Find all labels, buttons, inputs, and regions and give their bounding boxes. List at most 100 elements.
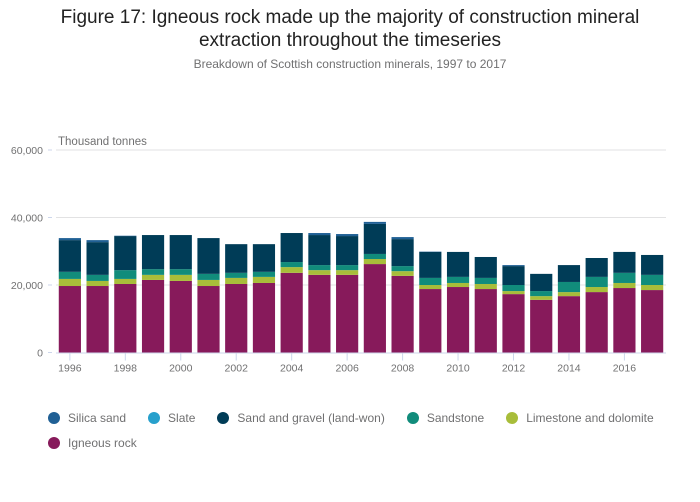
bar-limestone-and-dolomite-2005[interactable] [308, 270, 331, 275]
bar-igneous-rock-2004[interactable] [280, 272, 303, 353]
bar-limestone-and-dolomite-2013[interactable] [530, 296, 553, 300]
bar-limestone-and-dolomite-2004[interactable] [280, 267, 303, 273]
bar-igneous-rock-2001[interactable] [197, 286, 220, 353]
bar-limestone-and-dolomite-2014[interactable] [557, 292, 581, 297]
legend-item-limestone-and-dolomite[interactable]: Limestone and dolomite [506, 411, 654, 425]
bar-sand-and-gravel-land-won-2001[interactable] [197, 238, 220, 274]
bar-sandstone-1996[interactable] [58, 271, 81, 279]
bar-sandstone-2014[interactable] [557, 281, 581, 293]
bar-igneous-rock-2006[interactable] [336, 274, 359, 353]
bar-limestone-and-dolomite-2002[interactable] [225, 277, 248, 284]
bar-limestone-and-dolomite-2003[interactable] [252, 276, 276, 283]
bar-sandstone-2011[interactable] [474, 277, 497, 284]
bar-limestone-and-dolomite-1999[interactable] [141, 274, 165, 280]
bar-igneous-rock-2017[interactable] [641, 290, 664, 353]
bar-sandstone-2002[interactable] [225, 272, 248, 278]
bar-sand-and-gravel-land-won-2005[interactable] [308, 235, 331, 266]
legend-item-sandstone[interactable]: Sandstone [406, 411, 484, 425]
bar-igneous-rock-2000[interactable] [169, 280, 192, 353]
bar-silica-sand-1997[interactable] [86, 240, 109, 243]
bar-sandstone-2006[interactable] [336, 265, 359, 271]
bar-igneous-rock-2014[interactable] [557, 296, 581, 353]
bar-sand-and-gravel-land-won-2007[interactable] [363, 223, 386, 254]
bar-igneous-rock-1999[interactable] [141, 279, 165, 353]
bar-limestone-and-dolomite-2008[interactable] [391, 271, 414, 276]
bar-igneous-rock-2010[interactable] [446, 287, 470, 353]
bar-limestone-and-dolomite-2010[interactable] [446, 282, 470, 288]
bar-sandstone-2009[interactable] [419, 277, 442, 285]
bar-igneous-rock-2003[interactable] [252, 282, 276, 353]
bar-igneous-rock-2008[interactable] [391, 275, 414, 353]
bar-igneous-rock-1998[interactable] [114, 283, 137, 353]
bar-igneous-rock-1997[interactable] [86, 286, 109, 353]
bar-sand-and-gravel-land-won-2012[interactable] [502, 266, 525, 285]
bar-igneous-rock-2015[interactable] [585, 292, 608, 353]
legend-item-igneous-rock[interactable]: Igneous rock [48, 436, 137, 450]
bar-limestone-and-dolomite-2000[interactable] [169, 274, 192, 281]
bar-sandstone-2007[interactable] [363, 253, 386, 260]
bar-sand-and-gravel-land-won-2004[interactable] [280, 233, 303, 263]
bar-sandstone-2005[interactable] [308, 265, 331, 271]
bar-silica-sand-2007[interactable] [363, 221, 386, 224]
bar-sandstone-1998[interactable] [114, 270, 137, 279]
bar-silica-sand-2012[interactable] [502, 265, 525, 267]
bar-silica-sand-2008[interactable] [391, 237, 414, 240]
bar-igneous-rock-1996[interactable] [58, 286, 81, 353]
bar-sandstone-2017[interactable] [641, 274, 664, 285]
bar-sand-and-gravel-land-won-2010[interactable] [446, 251, 470, 277]
bar-sand-and-gravel-land-won-2013[interactable] [530, 273, 553, 292]
bar-limestone-and-dolomite-2006[interactable] [336, 270, 359, 275]
bar-limestone-and-dolomite-2011[interactable] [474, 283, 497, 290]
bar-sand-and-gravel-land-won-2000[interactable] [169, 235, 192, 270]
bar-igneous-rock-2005[interactable] [308, 274, 331, 353]
bar-igneous-rock-2012[interactable] [502, 294, 525, 353]
bar-sandstone-1999[interactable] [141, 269, 165, 275]
bar-sandstone-2016[interactable] [613, 272, 636, 283]
bar-limestone-and-dolomite-2001[interactable] [197, 279, 220, 287]
bar-sand-and-gravel-land-won-2002[interactable] [225, 244, 248, 273]
bar-igneous-rock-2009[interactable] [419, 289, 442, 353]
bar-igneous-rock-2011[interactable] [474, 289, 497, 353]
bar-igneous-rock-2016[interactable] [613, 288, 636, 353]
bar-limestone-and-dolomite-2009[interactable] [419, 285, 442, 290]
bar-sand-and-gravel-land-won-1997[interactable] [86, 242, 109, 275]
bar-limestone-and-dolomite-2015[interactable] [585, 287, 608, 293]
bar-sand-and-gravel-land-won-2014[interactable] [557, 265, 581, 282]
bar-sandstone-2010[interactable] [446, 276, 470, 283]
bar-sandstone-2001[interactable] [197, 273, 220, 280]
bar-sand-and-gravel-land-won-2015[interactable] [585, 258, 608, 277]
bar-limestone-and-dolomite-1996[interactable] [58, 278, 81, 287]
bar-igneous-rock-2013[interactable] [530, 299, 553, 353]
bar-sandstone-2015[interactable] [585, 276, 608, 288]
bar-sand-and-gravel-land-won-2017[interactable] [641, 254, 664, 275]
bar-limestone-and-dolomite-2017[interactable] [641, 285, 664, 291]
legend-item-sand-and-gravel-land-won[interactable]: Sand and gravel (land-won) [217, 411, 385, 425]
bar-sandstone-1997[interactable] [86, 274, 109, 281]
legend-item-silica-sand[interactable]: Silica sand [48, 411, 126, 425]
bar-sand-and-gravel-land-won-1996[interactable] [58, 240, 81, 272]
bar-silica-sand-1996[interactable] [58, 238, 81, 241]
bar-limestone-and-dolomite-2016[interactable] [613, 282, 636, 289]
bar-sandstone-2008[interactable] [391, 266, 414, 272]
bar-igneous-rock-2007[interactable] [363, 264, 386, 353]
bar-sand-and-gravel-land-won-1998[interactable] [114, 236, 137, 271]
bar-sandstone-2004[interactable] [280, 262, 303, 268]
bar-limestone-and-dolomite-1998[interactable] [114, 278, 137, 284]
bar-sand-and-gravel-land-won-2008[interactable] [391, 239, 414, 267]
bar-sand-and-gravel-land-won-2009[interactable] [419, 251, 442, 278]
bar-sand-and-gravel-land-won-2011[interactable] [474, 256, 497, 278]
bar-silica-sand-2006[interactable] [336, 234, 359, 237]
bar-igneous-rock-2002[interactable] [225, 283, 248, 353]
bar-sandstone-2013[interactable] [530, 291, 553, 297]
bar-sandstone-2003[interactable] [252, 271, 276, 277]
bar-limestone-and-dolomite-1997[interactable] [86, 280, 109, 287]
bar-silica-sand-2005[interactable] [308, 233, 331, 236]
bar-sand-and-gravel-land-won-2016[interactable] [613, 251, 636, 273]
bar-sandstone-2000[interactable] [169, 269, 192, 275]
bar-limestone-and-dolomite-2012[interactable] [502, 291, 525, 295]
bar-limestone-and-dolomite-2007[interactable] [363, 259, 386, 265]
bar-sand-and-gravel-land-won-2006[interactable] [336, 236, 359, 266]
legend-item-slate[interactable]: Slate [148, 411, 195, 425]
bar-sand-and-gravel-land-won-2003[interactable] [252, 244, 276, 272]
bar-sandstone-2012[interactable] [502, 285, 525, 292]
